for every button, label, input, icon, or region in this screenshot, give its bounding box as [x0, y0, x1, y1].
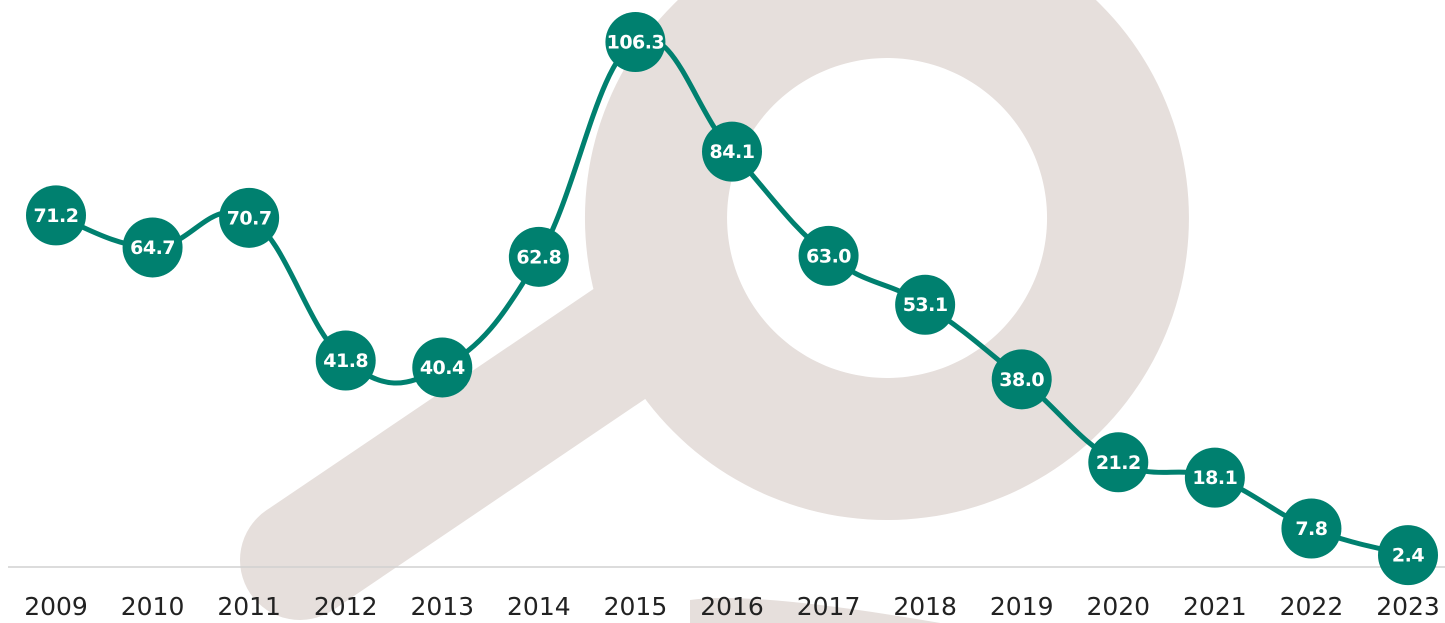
data-label: 62.8 — [516, 246, 561, 268]
data-point — [1088, 432, 1149, 493]
x-tick-label: 2022 — [1280, 592, 1344, 621]
data-point — [702, 121, 762, 182]
data-label: 38.0 — [999, 369, 1044, 391]
data-point — [219, 187, 280, 248]
data-label: 7.8 — [1295, 518, 1327, 540]
magnifier-handle — [240, 270, 700, 620]
data-label: 106.3 — [607, 32, 665, 54]
data-label: 41.8 — [323, 350, 368, 372]
data-point — [315, 330, 376, 391]
data-point — [412, 337, 473, 398]
data-point — [798, 225, 859, 286]
x-tick-label: 2016 — [700, 592, 764, 621]
magnifier-shadow — [690, 598, 941, 623]
data-line — [55, 36, 1409, 558]
data-point — [1378, 525, 1438, 586]
data-label: 53.1 — [903, 294, 948, 316]
x-tick-label: 2013 — [410, 592, 474, 621]
x-tick-label: 2023 — [1376, 592, 1440, 621]
x-tick-label: 2012 — [314, 592, 378, 621]
data-label: 40.4 — [420, 357, 465, 379]
background-magnifier — [240, 0, 1189, 623]
x-tick-label: 2014 — [507, 592, 571, 621]
data-label: 70.7 — [227, 207, 272, 229]
data-point — [1184, 447, 1245, 508]
x-tick-label: 2015 — [604, 592, 668, 621]
data-point — [508, 226, 569, 287]
x-tick-label: 2009 — [24, 592, 88, 621]
data-point — [895, 274, 956, 335]
data-point — [991, 349, 1052, 410]
data-label: 63.0 — [806, 245, 851, 267]
data-point — [1281, 498, 1342, 559]
x-tick-label: 2019 — [990, 592, 1054, 621]
data-label: 21.2 — [1096, 452, 1141, 474]
x-tick-label: 2020 — [1086, 592, 1150, 621]
x-tick-label: 2010 — [121, 592, 185, 621]
data-label: 71.2 — [34, 205, 79, 227]
data-label: 64.7 — [130, 237, 175, 259]
data-label: 84.1 — [710, 141, 755, 163]
x-tick-label: 2017 — [797, 592, 861, 621]
data-point — [122, 217, 183, 278]
data-point — [605, 12, 666, 72]
data-label: 2.4 — [1392, 545, 1424, 567]
data-label: 18.1 — [1192, 467, 1237, 489]
x-tick-label: 2018 — [893, 592, 957, 621]
x-tick-label: 2021 — [1183, 592, 1247, 621]
data-point — [26, 185, 86, 246]
x-tick-label: 2011 — [217, 592, 281, 621]
